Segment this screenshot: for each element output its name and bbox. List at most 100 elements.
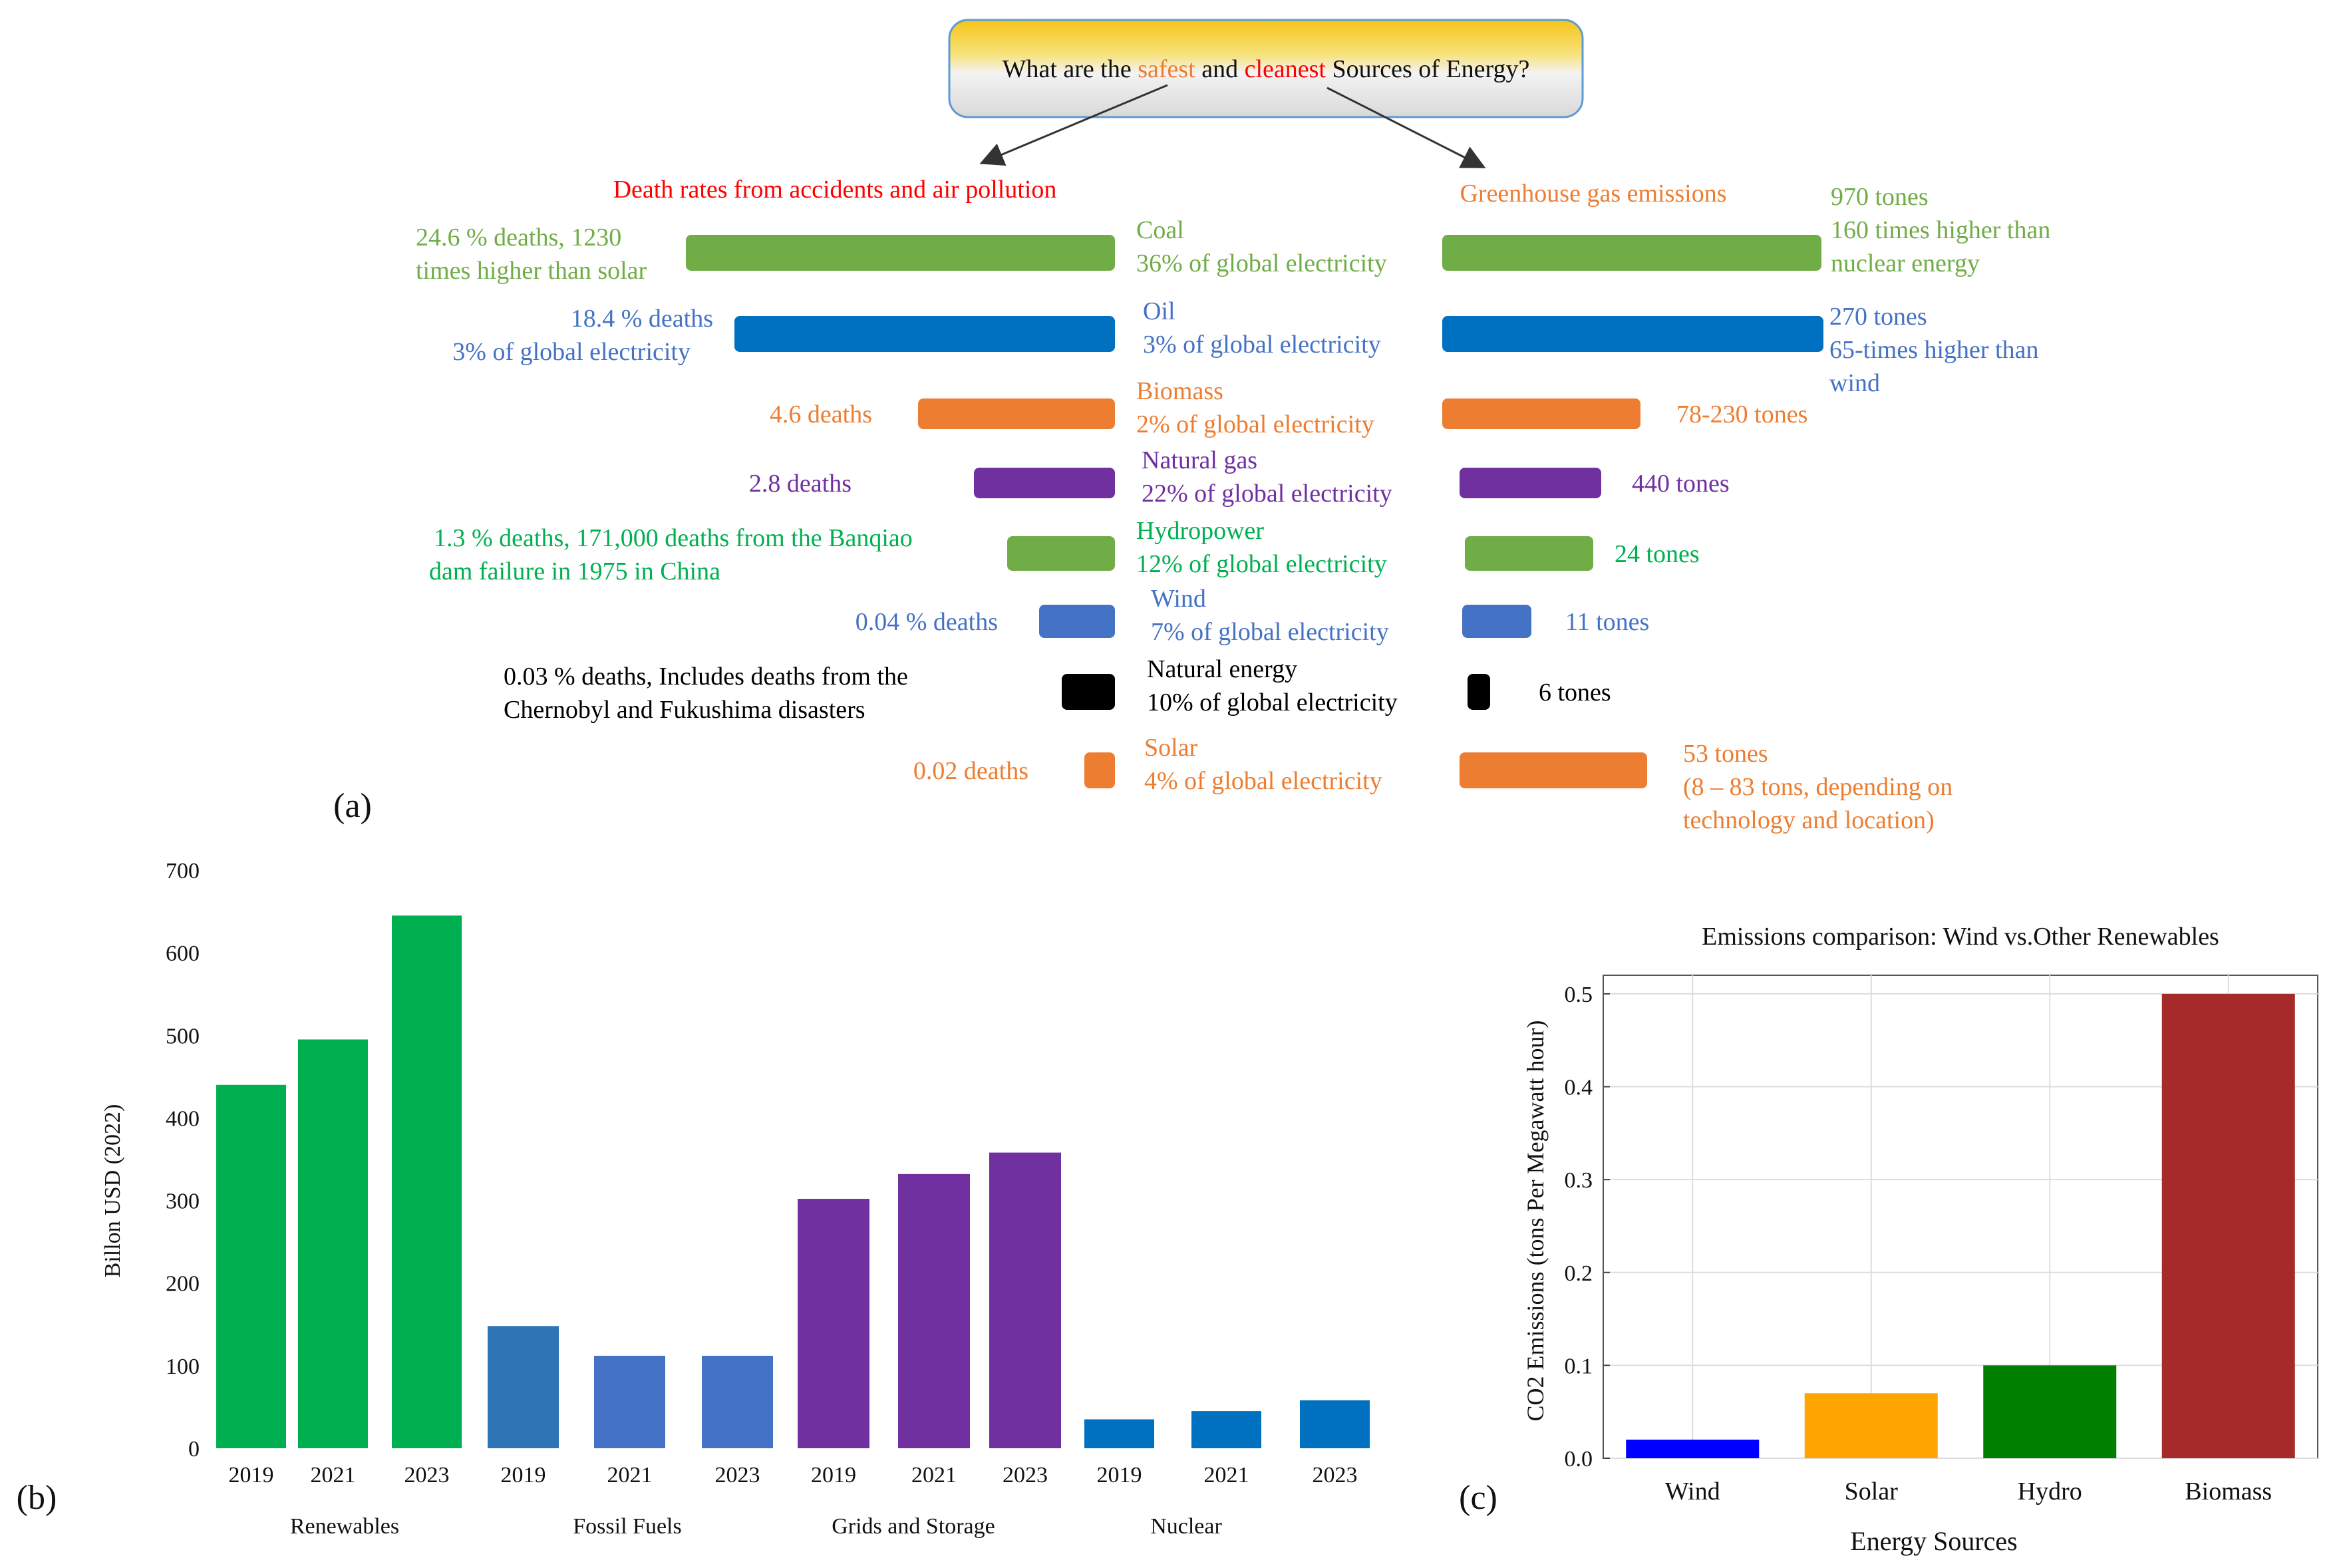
b-year-label: 2023 (404, 1463, 450, 1488)
death-annotation: 0.04 % deaths (856, 608, 998, 636)
left-title: Death rates from accidents and air pollu… (613, 176, 1057, 204)
c-xlabel: Energy Sources (1850, 1526, 2017, 1556)
c-ytick: 0.2 (1565, 1261, 1593, 1286)
c-bar-solar (1804, 1393, 1938, 1458)
source-name: Solar (1144, 734, 1198, 762)
source-share: 36% of global electricity (1136, 249, 1387, 277)
b-year-label: 2023 (1313, 1463, 1358, 1488)
b-ytick: 100 (166, 1354, 200, 1379)
c-ytick: 0.1 (1565, 1354, 1593, 1378)
emission-bar-oil (1442, 316, 1823, 352)
death-annotation: 18.4 % deaths (571, 305, 713, 333)
death-annotation: 24.6 % deaths, 1230 (416, 224, 621, 251)
c-bar-wind (1626, 1440, 1760, 1458)
death-annotation: times higher than solar (416, 257, 647, 285)
emission-annotation: 160 times higher than (1831, 216, 2050, 244)
c-xtick: Biomass (2185, 1478, 2272, 1505)
emission-bar-natural-gas (1460, 468, 1601, 498)
c-ytick: 0.4 (1565, 1076, 1593, 1100)
emission-annotation: 970 tones (1831, 183, 1929, 211)
source-share: 4% of global electricity (1144, 767, 1382, 795)
b-year-label: 2023 (715, 1463, 760, 1488)
source-name: Wind (1151, 585, 1206, 613)
c-bar-hydro (1983, 1365, 2117, 1458)
b-ytick: 0 (188, 1437, 200, 1462)
b-year-label: 2021 (607, 1463, 653, 1488)
c-bar-biomass (2161, 993, 2295, 1458)
source-share: 10% of global electricity (1147, 689, 1398, 716)
b-bar-nuclear-2023 (1300, 1400, 1370, 1448)
death-annotation: 1.3 % deaths, 171,000 deaths from the Ba… (434, 524, 913, 552)
emission-annotation: nuclear energy (1831, 249, 1980, 277)
death-bar-biomass (918, 398, 1115, 429)
emission-annotation: 6 tones (1539, 679, 1611, 706)
source-name: Natural gas (1142, 446, 1257, 474)
emission-annotation: 78-230 tones (1676, 400, 1807, 428)
source-share: 12% of global electricity (1136, 550, 1387, 578)
death-annotation: 4.6 deaths (770, 400, 872, 428)
source-name: Oil (1143, 297, 1175, 325)
arrow-right (1326, 86, 1486, 168)
death-bar-natural-gas (974, 468, 1115, 498)
emission-annotation: (8 – 83 tons, depending on (1683, 773, 1952, 801)
b-bar-grids-and-storage-2019 (798, 1199, 869, 1448)
b-bar-fossil-fuels-2019 (488, 1326, 559, 1448)
c-xtick: Wind (1665, 1478, 1720, 1505)
emission-bar-natural-energy (1468, 674, 1490, 710)
arrow-left (979, 84, 1168, 166)
panel-b: 0 100 200 300 400 500 600 700 Billon USD (2022) 2… (17, 859, 1370, 1539)
emission-bar-coal (1442, 235, 1821, 271)
emission-bar-hydropower (1465, 536, 1593, 571)
b-bar-renewables-2021 (298, 1039, 368, 1448)
emission-annotation: 53 tones (1683, 740, 1768, 768)
death-bar-wind (1039, 605, 1115, 638)
emission-annotation: 24 tones (1615, 540, 1700, 568)
b-ytick: 300 (166, 1189, 200, 1214)
source-share: 2% of global electricity (1136, 410, 1374, 438)
emission-bar-biomass (1442, 398, 1640, 429)
c-ylabel: CO2 Emissions (tons Per Megawatt hour) (1522, 1020, 1549, 1422)
emission-annotation: technology and location) (1683, 806, 1935, 834)
source-name: Natural energy (1147, 655, 1297, 683)
c-xtick: Hydro (2018, 1478, 2082, 1505)
b-year-label: 2019 (501, 1463, 546, 1488)
b-year-label: 2021 (911, 1463, 957, 1488)
emission-annotation: 440 tones (1632, 470, 1730, 498)
b-ytick: 600 (166, 941, 200, 966)
b-bar-renewables-2019 (216, 1084, 286, 1448)
b-group-label: Fossil Fuels (573, 1514, 681, 1539)
b-group-label: Nuclear (1150, 1514, 1222, 1539)
death-annotation: 0.02 deaths (913, 757, 1028, 785)
b-group-label: Grids and Storage (832, 1514, 995, 1539)
b-bar-nuclear-2019 (1084, 1419, 1154, 1448)
source-share: 22% of global electricity (1142, 480, 1392, 508)
c-title: Emissions comparison: Wind vs.Other Rene… (1702, 923, 2219, 951)
panel-c: 0.0 0.1 0.2 0.3 0.4 0.5 Wind Solar Hydro Biomass E… (1459, 923, 2318, 1556)
c-ytick: 0.0 (1565, 1447, 1593, 1472)
c-ytick: 0.3 (1565, 1168, 1593, 1193)
b-ytick: 700 (166, 859, 200, 883)
panel-a-label: (a) (333, 787, 372, 825)
right-title: Greenhouse gas emissions (1460, 180, 1726, 208)
b-bar-grids-and-storage-2023 (989, 1152, 1061, 1448)
death-bar-hydropower (1007, 536, 1115, 571)
death-annotation: Chernobyl and Fukushima disasters (504, 696, 865, 724)
b-group-label: Renewables (290, 1514, 399, 1539)
question-text: What are the safest and cleanest Sources… (1003, 55, 1530, 83)
emission-bar-wind (1462, 605, 1531, 638)
source-name: Biomass (1136, 377, 1223, 405)
c-xtick: Solar (1845, 1478, 1899, 1505)
c-ytick: 0.5 (1565, 983, 1593, 1007)
death-annotation: 2.8 deaths (749, 470, 852, 498)
b-year-label: 2023 (1003, 1463, 1048, 1488)
b-ytick: 500 (166, 1024, 200, 1048)
b-year-label: 2019 (229, 1463, 274, 1488)
death-annotation: 3% of global electricity (452, 338, 691, 366)
death-bar-solar (1084, 752, 1115, 788)
b-year-label: 2019 (1097, 1463, 1142, 1488)
b-bar-fossil-fuels-2023 (702, 1355, 773, 1448)
emission-annotation: wind (1829, 369, 1880, 397)
source-name: Coal (1136, 216, 1184, 244)
c-panel-label: (c) (1459, 1479, 1497, 1517)
